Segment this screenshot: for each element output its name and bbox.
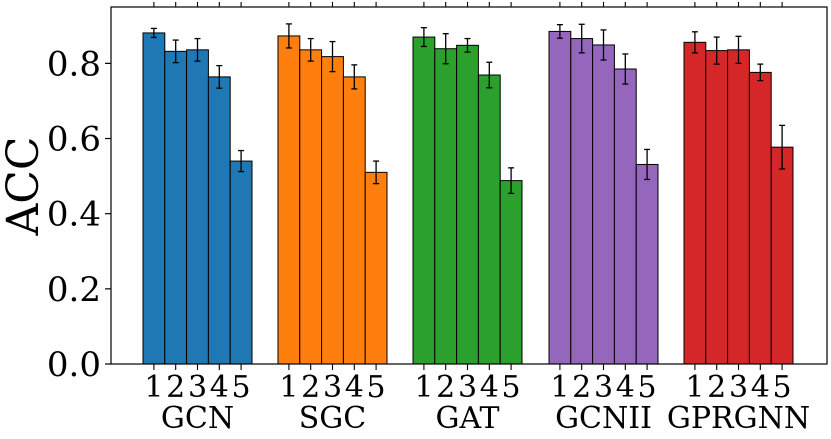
- bar-sgc-2: [299, 49, 323, 365]
- x-tick-label: 5: [773, 370, 792, 405]
- x-tick-label: 1: [685, 370, 704, 405]
- y-tick-label: 0.8: [47, 44, 101, 84]
- x-tick-label: 1: [550, 370, 569, 405]
- x-tick-label: 2: [707, 370, 726, 405]
- x-tick-label: 1: [279, 370, 298, 405]
- group-label-gprgnn: GPRGNN: [667, 401, 810, 436]
- x-tick-label: 2: [166, 370, 185, 405]
- x-tick-label: 5: [232, 370, 251, 405]
- bar-gprgnn-2: [705, 50, 729, 365]
- x-tick-label: 2: [301, 370, 320, 405]
- error-bars: [150, 23, 786, 195]
- bar-gcnii-5: [635, 163, 659, 365]
- x-tick-label: 4: [480, 370, 499, 405]
- group-label-gcn: GCN: [161, 401, 234, 436]
- bar-gat-5: [499, 180, 523, 365]
- bar-gprgnn-5: [770, 146, 794, 365]
- x-tick-label: 2: [572, 370, 591, 405]
- bar-sgc-3: [321, 56, 344, 365]
- bar-sgc-4: [342, 76, 366, 365]
- group-label-gcnii: GCNII: [555, 401, 652, 436]
- x-tick-label: 3: [594, 370, 613, 405]
- x-tick-label: 1: [414, 370, 433, 405]
- bar-gcnii-3: [592, 44, 615, 365]
- bar-gprgnn-4: [748, 71, 772, 365]
- bar-series: [142, 30, 794, 365]
- x-tick-label: 5: [367, 370, 386, 405]
- x-tick-label: 4: [210, 370, 229, 405]
- x-tick-label: 3: [458, 370, 477, 405]
- bar-sgc-1: [277, 35, 301, 365]
- bar-gcn-2: [164, 50, 188, 365]
- y-tick-label: 0.2: [47, 270, 101, 310]
- bar-gprgnn-3: [727, 49, 750, 365]
- bar-gat-2: [434, 48, 458, 365]
- bar-gat-4: [477, 74, 501, 365]
- x-tick-label: 4: [616, 370, 635, 405]
- axis-ticks: [105, 2, 783, 370]
- x-tick-label: 3: [188, 370, 207, 405]
- group-label-sgc: SGC: [299, 401, 366, 436]
- x-tick-label: 2: [436, 370, 455, 405]
- x-tick-label: 3: [323, 370, 342, 405]
- bar-sgc-5: [364, 171, 388, 365]
- bar-gcnii-1: [548, 30, 572, 365]
- x-tick-label: 3: [729, 370, 748, 405]
- bar-gcn-5: [229, 160, 253, 365]
- group-label-gat: GAT: [436, 401, 500, 436]
- bar-gcn-4: [207, 76, 231, 365]
- y-tick-label: 0.6: [47, 120, 101, 160]
- y-tick-label: 0.0: [47, 345, 101, 385]
- bar-gcnii-4: [613, 68, 637, 365]
- plot-frame: [110, 6, 828, 365]
- bar-gcn-3: [186, 49, 209, 365]
- x-tick-label: 4: [751, 370, 770, 405]
- y-axis-label: ACC: [0, 136, 49, 236]
- y-tick-label: 0.4: [47, 195, 101, 235]
- x-tick-label: 4: [345, 370, 364, 405]
- bar-gprgnn-1: [683, 41, 707, 365]
- bar-gcn-1: [142, 32, 166, 365]
- bar-gat-1: [412, 36, 436, 365]
- x-tick-label: 5: [638, 370, 657, 405]
- bar-gat-3: [456, 44, 479, 365]
- x-tick-label: 1: [144, 370, 163, 405]
- bar-gcnii-2: [570, 38, 594, 365]
- x-tick-label: 5: [502, 370, 521, 405]
